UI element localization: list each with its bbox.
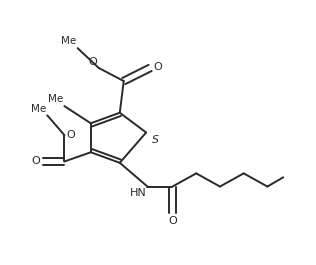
Text: S: S xyxy=(152,135,159,145)
Text: HN: HN xyxy=(129,188,146,198)
Text: O: O xyxy=(67,130,75,140)
Text: Me: Me xyxy=(48,94,63,104)
Text: O: O xyxy=(168,216,177,226)
Text: O: O xyxy=(153,62,162,72)
Text: Me: Me xyxy=(31,104,46,114)
Text: O: O xyxy=(88,57,97,67)
Text: O: O xyxy=(31,157,40,166)
Text: Me: Me xyxy=(61,36,76,46)
